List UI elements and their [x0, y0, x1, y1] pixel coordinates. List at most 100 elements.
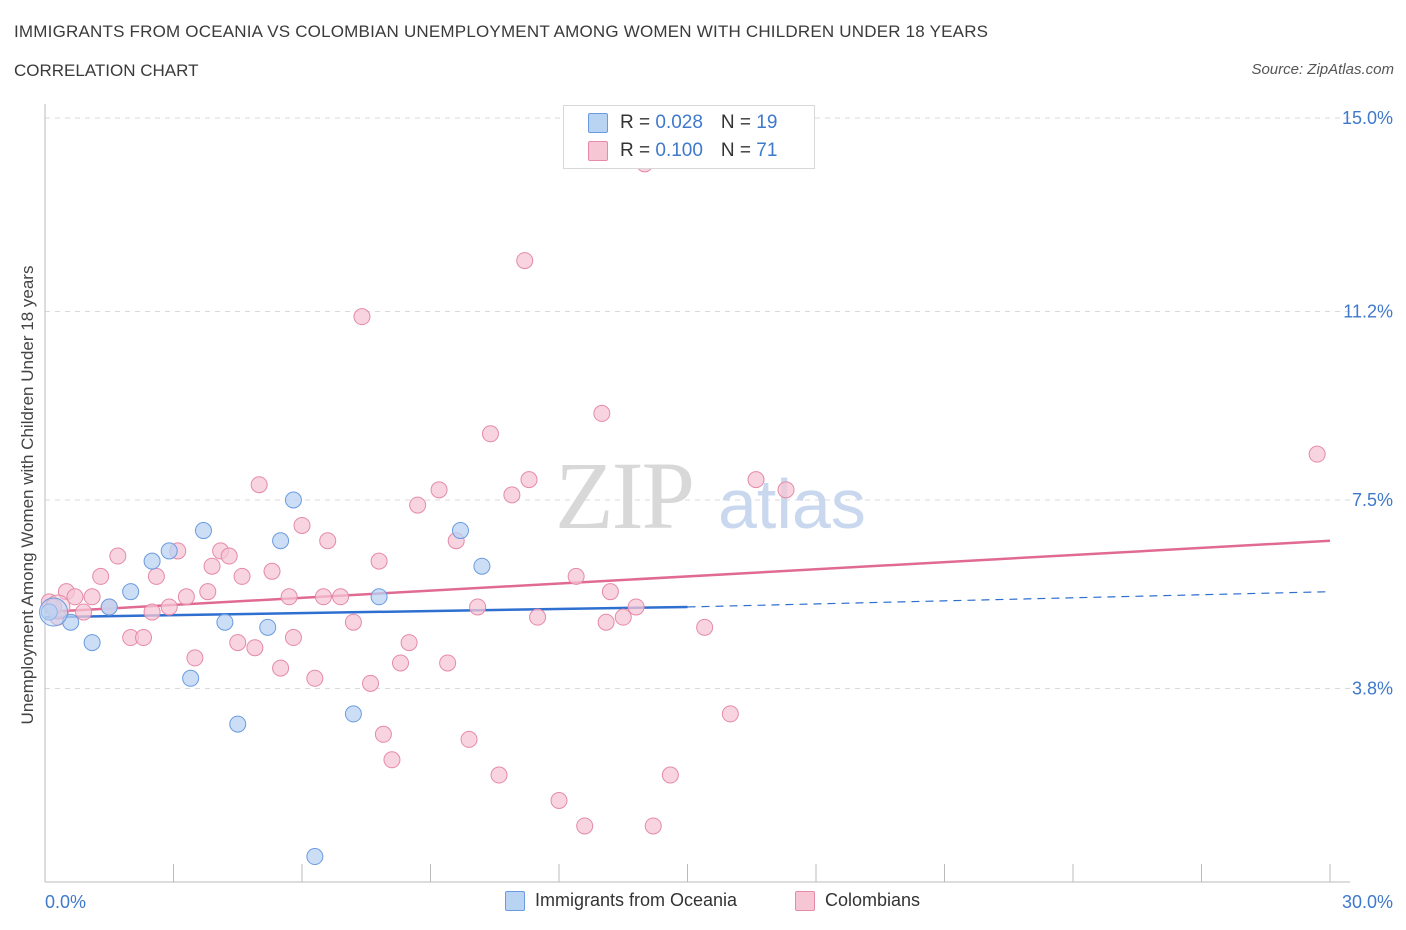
colombians-point	[143, 603, 161, 621]
bottom-legend-label-colombians: Colombians	[825, 890, 921, 910]
oceania-point	[344, 705, 362, 723]
colombians-point	[109, 547, 127, 565]
bottom-legend-oceania: Immigrants from Oceania	[505, 890, 737, 912]
y-tick-label: 15.0%	[1342, 108, 1393, 128]
oceania-point	[229, 715, 247, 733]
colombians-point	[83, 588, 101, 606]
colombians-point	[135, 629, 153, 647]
bottom-legend-colombians: Colombians	[795, 890, 921, 912]
legend-n-value-colombians: 71	[756, 140, 778, 161]
colombians-point	[147, 567, 165, 585]
legend-r-value-oceania: 0.028	[655, 112, 703, 133]
source-credit: Source: ZipAtlas.com	[1251, 61, 1394, 78]
colombians-point	[430, 481, 448, 499]
colombians-point	[661, 766, 679, 784]
colombians-point	[409, 496, 427, 514]
colombians-point	[439, 654, 457, 672]
colombians-point	[644, 817, 662, 835]
oceania-trend-line	[44, 605, 688, 619]
colombians-point	[92, 567, 110, 585]
colombians-point	[481, 425, 499, 443]
colombians-point	[229, 634, 247, 652]
colombians-point	[344, 613, 362, 631]
colombians-point	[199, 583, 217, 601]
colombians-point	[220, 547, 238, 565]
colombians-points	[40, 155, 1326, 835]
legend-r-label: R =	[620, 112, 656, 133]
colombians-point	[203, 557, 221, 575]
colombians-point	[263, 562, 281, 580]
colombians-point	[383, 751, 401, 769]
legend-r-value-colombians: 0.100	[655, 140, 703, 161]
colombians-point	[250, 476, 268, 494]
oceania-point	[100, 598, 118, 616]
legend-row-colombians: R = 0.100 N = 71	[588, 140, 777, 164]
colombians-point	[576, 817, 594, 835]
tick-labels: 3.8% 7.5% 11.2% 15.0% 0.0% 30.0%	[45, 108, 1393, 912]
legend-swatch-colombians	[588, 140, 608, 161]
colombians-point	[696, 618, 714, 636]
correlation-legend: R = 0.028 N = 19 R = 0.100 N = 71	[563, 105, 815, 169]
colombians-point	[593, 404, 611, 422]
colombians-point	[332, 588, 350, 606]
svg-text:atlas: atlas	[718, 465, 866, 543]
oceania-point	[370, 588, 388, 606]
oceania-point	[160, 542, 178, 560]
colombians-point	[392, 654, 410, 672]
oceania-point	[272, 532, 290, 550]
axes	[44, 104, 1350, 883]
oceania-point	[122, 583, 140, 601]
colombians-point	[529, 608, 547, 626]
colombians-point	[319, 532, 337, 550]
oceania-cluster-point	[39, 597, 69, 627]
y-tick-label: 11.2%	[1343, 302, 1393, 322]
legend-swatch-oceania	[588, 112, 608, 133]
legend-n-label: N =	[720, 112, 757, 133]
colombians-point	[186, 649, 204, 667]
oceania-point	[83, 634, 101, 652]
oceania-trend-extension	[687, 591, 1331, 608]
colombians-point	[400, 634, 418, 652]
oceania-point	[143, 552, 161, 570]
colombians-point	[75, 603, 93, 621]
legend-n-value-oceania: 19	[756, 112, 778, 133]
colombians-point	[550, 792, 568, 810]
oceania-point	[216, 613, 234, 631]
colombians-point	[314, 588, 332, 606]
colombians-point	[627, 598, 645, 616]
oceania-point	[473, 557, 491, 575]
colombians-point	[597, 613, 615, 631]
oceania-point	[259, 618, 277, 636]
oceania-point	[194, 522, 212, 540]
legend-row-oceania: R = 0.028 N = 19	[588, 112, 777, 136]
colombians-point	[503, 486, 521, 504]
colombians-point	[374, 725, 392, 743]
legend-r-label: R =	[620, 140, 656, 161]
colombians-point	[353, 308, 371, 326]
colombians-point	[306, 669, 324, 687]
chart-subtitle: CORRELATION CHART	[14, 61, 199, 80]
colombians-trend-line	[44, 539, 1331, 614]
colombians-point	[280, 588, 298, 606]
colombians-point	[160, 598, 178, 616]
colombians-point	[284, 629, 302, 647]
y-tick-label: 7.5%	[1352, 490, 1393, 510]
colombians-point	[516, 252, 534, 270]
colombians-point	[233, 567, 251, 585]
colombians-point	[370, 552, 388, 570]
colombians-point	[614, 608, 632, 626]
colombians-point	[1308, 445, 1326, 463]
colombians-point	[490, 766, 508, 784]
legend-n-label: N =	[720, 140, 757, 161]
colombians-point	[362, 674, 380, 692]
colombians-point	[520, 471, 538, 489]
svg-text:ZIP: ZIP	[555, 442, 693, 549]
oceania-points	[39, 491, 491, 866]
bottom-legend-swatch-colombians	[795, 891, 815, 912]
chart-title: IMMIGRANTS FROM OCEANIA VS COLOMBIAN UNE…	[14, 22, 989, 41]
gridlines	[45, 117, 1350, 689]
zipatlas-watermark: ZIP atlas	[555, 442, 866, 549]
x-tick-label: 0.0%	[45, 892, 86, 912]
oceania-point	[284, 491, 302, 509]
